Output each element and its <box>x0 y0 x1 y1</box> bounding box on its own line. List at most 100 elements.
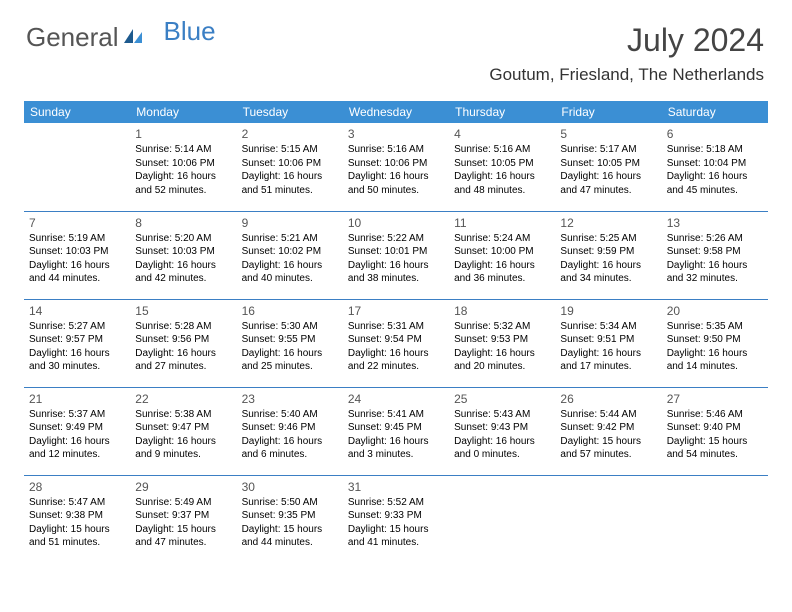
calendar-day-cell: 27Sunrise: 5:46 AMSunset: 9:40 PMDayligh… <box>662 387 768 475</box>
day-number: 6 <box>667 126 763 142</box>
calendar-day-cell: 11Sunrise: 5:24 AMSunset: 10:00 PMDaylig… <box>449 211 555 299</box>
logo-text-blue: Blue <box>164 16 216 47</box>
calendar-day-cell: 26Sunrise: 5:44 AMSunset: 9:42 PMDayligh… <box>555 387 661 475</box>
daylight-text: Daylight: 16 hours and 34 minutes. <box>560 259 656 286</box>
sunset-text: Sunset: 9:51 PM <box>560 333 656 347</box>
sunset-text: Sunset: 9:35 PM <box>242 509 338 523</box>
weekday-header: Monday <box>130 101 236 123</box>
sunrise-text: Sunrise: 5:43 AM <box>454 408 550 422</box>
calendar-day-cell: 9Sunrise: 5:21 AMSunset: 10:02 PMDayligh… <box>237 211 343 299</box>
day-number: 10 <box>348 215 444 231</box>
daylight-text: Daylight: 16 hours and 25 minutes. <box>242 347 338 374</box>
calendar-day-cell: 29Sunrise: 5:49 AMSunset: 9:37 PMDayligh… <box>130 475 236 563</box>
sunrise-text: Sunrise: 5:35 AM <box>667 320 763 334</box>
sunset-text: Sunset: 10:04 PM <box>667 157 763 171</box>
calendar-day-cell: 6Sunrise: 5:18 AMSunset: 10:04 PMDayligh… <box>662 123 768 211</box>
sunset-text: Sunset: 9:47 PM <box>135 421 231 435</box>
day-number: 8 <box>135 215 231 231</box>
sunrise-text: Sunrise: 5:34 AM <box>560 320 656 334</box>
day-number: 24 <box>348 391 444 407</box>
sunrise-text: Sunrise: 5:17 AM <box>560 143 656 157</box>
daylight-text: Daylight: 16 hours and 3 minutes. <box>348 435 444 462</box>
sunrise-text: Sunrise: 5:18 AM <box>667 143 763 157</box>
weekday-header-row: SundayMondayTuesdayWednesdayThursdayFrid… <box>24 101 768 123</box>
sunset-text: Sunset: 9:50 PM <box>667 333 763 347</box>
daylight-text: Daylight: 16 hours and 45 minutes. <box>667 170 763 197</box>
daylight-text: Daylight: 16 hours and 20 minutes. <box>454 347 550 374</box>
daylight-text: Daylight: 16 hours and 14 minutes. <box>667 347 763 374</box>
calendar-day-cell: 4Sunrise: 5:16 AMSunset: 10:05 PMDayligh… <box>449 123 555 211</box>
day-number: 4 <box>454 126 550 142</box>
calendar-day-cell: 23Sunrise: 5:40 AMSunset: 9:46 PMDayligh… <box>237 387 343 475</box>
day-number: 19 <box>560 303 656 319</box>
day-number: 11 <box>454 215 550 231</box>
sunset-text: Sunset: 9:55 PM <box>242 333 338 347</box>
sunrise-text: Sunrise: 5:32 AM <box>454 320 550 334</box>
daylight-text: Daylight: 16 hours and 38 minutes. <box>348 259 444 286</box>
day-number: 7 <box>29 215 125 231</box>
weekday-header: Saturday <box>662 101 768 123</box>
calendar-day-cell: 5Sunrise: 5:17 AMSunset: 10:05 PMDayligh… <box>555 123 661 211</box>
calendar-day-cell: 18Sunrise: 5:32 AMSunset: 9:53 PMDayligh… <box>449 299 555 387</box>
daylight-text: Daylight: 16 hours and 0 minutes. <box>454 435 550 462</box>
day-number: 1 <box>135 126 231 142</box>
calendar-day-cell: 21Sunrise: 5:37 AMSunset: 9:49 PMDayligh… <box>24 387 130 475</box>
calendar-week-row: 21Sunrise: 5:37 AMSunset: 9:49 PMDayligh… <box>24 387 768 475</box>
sunset-text: Sunset: 9:42 PM <box>560 421 656 435</box>
sunrise-text: Sunrise: 5:44 AM <box>560 408 656 422</box>
sunset-text: Sunset: 9:58 PM <box>667 245 763 259</box>
weekday-header: Thursday <box>449 101 555 123</box>
daylight-text: Daylight: 16 hours and 36 minutes. <box>454 259 550 286</box>
sunrise-text: Sunrise: 5:47 AM <box>29 496 125 510</box>
day-number: 18 <box>454 303 550 319</box>
sunset-text: Sunset: 9:38 PM <box>29 509 125 523</box>
sunrise-text: Sunrise: 5:49 AM <box>135 496 231 510</box>
day-number: 20 <box>667 303 763 319</box>
day-number: 5 <box>560 126 656 142</box>
calendar-body: 1Sunrise: 5:14 AMSunset: 10:06 PMDayligh… <box>24 123 768 563</box>
daylight-text: Daylight: 16 hours and 52 minutes. <box>135 170 231 197</box>
logo-text-gray: General <box>26 22 119 53</box>
sunrise-text: Sunrise: 5:27 AM <box>29 320 125 334</box>
calendar-empty-cell <box>662 475 768 563</box>
daylight-text: Daylight: 16 hours and 22 minutes. <box>348 347 444 374</box>
sunrise-text: Sunrise: 5:41 AM <box>348 408 444 422</box>
daylight-text: Daylight: 15 hours and 41 minutes. <box>348 523 444 550</box>
daylight-text: Daylight: 16 hours and 9 minutes. <box>135 435 231 462</box>
daylight-text: Daylight: 15 hours and 47 minutes. <box>135 523 231 550</box>
daylight-text: Daylight: 15 hours and 57 minutes. <box>560 435 656 462</box>
day-number: 26 <box>560 391 656 407</box>
day-number: 2 <box>242 126 338 142</box>
sunset-text: Sunset: 9:56 PM <box>135 333 231 347</box>
day-number: 3 <box>348 126 444 142</box>
sunset-text: Sunset: 10:05 PM <box>454 157 550 171</box>
sunrise-text: Sunrise: 5:22 AM <box>348 232 444 246</box>
day-number: 31 <box>348 479 444 495</box>
weekday-header: Friday <box>555 101 661 123</box>
sunrise-text: Sunrise: 5:50 AM <box>242 496 338 510</box>
weekday-header: Tuesday <box>237 101 343 123</box>
calendar-week-row: 1Sunrise: 5:14 AMSunset: 10:06 PMDayligh… <box>24 123 768 211</box>
calendar-day-cell: 3Sunrise: 5:16 AMSunset: 10:06 PMDayligh… <box>343 123 449 211</box>
calendar-day-cell: 1Sunrise: 5:14 AMSunset: 10:06 PMDayligh… <box>130 123 236 211</box>
sunset-text: Sunset: 9:49 PM <box>29 421 125 435</box>
daylight-text: Daylight: 15 hours and 54 minutes. <box>667 435 763 462</box>
sunset-text: Sunset: 10:00 PM <box>454 245 550 259</box>
logo: General Blue <box>26 22 216 53</box>
calendar-table: SundayMondayTuesdayWednesdayThursdayFrid… <box>24 101 768 563</box>
sunset-text: Sunset: 9:40 PM <box>667 421 763 435</box>
day-number: 28 <box>29 479 125 495</box>
page-header: General Blue July 2024 Goutum, Friesland… <box>0 0 792 91</box>
weekday-header: Sunday <box>24 101 130 123</box>
sunrise-text: Sunrise: 5:21 AM <box>242 232 338 246</box>
calendar-empty-cell <box>449 475 555 563</box>
daylight-text: Daylight: 16 hours and 12 minutes. <box>29 435 125 462</box>
sunset-text: Sunset: 9:54 PM <box>348 333 444 347</box>
calendar-day-cell: 14Sunrise: 5:27 AMSunset: 9:57 PMDayligh… <box>24 299 130 387</box>
sunrise-text: Sunrise: 5:14 AM <box>135 143 231 157</box>
calendar-day-cell: 8Sunrise: 5:20 AMSunset: 10:03 PMDayligh… <box>130 211 236 299</box>
sunset-text: Sunset: 9:46 PM <box>242 421 338 435</box>
calendar-empty-cell <box>555 475 661 563</box>
daylight-text: Daylight: 16 hours and 44 minutes. <box>29 259 125 286</box>
sunrise-text: Sunrise: 5:24 AM <box>454 232 550 246</box>
